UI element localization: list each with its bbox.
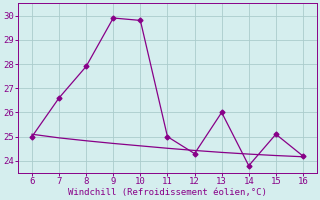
X-axis label: Windchill (Refroidissement éolien,°C): Windchill (Refroidissement éolien,°C) [68, 188, 267, 197]
